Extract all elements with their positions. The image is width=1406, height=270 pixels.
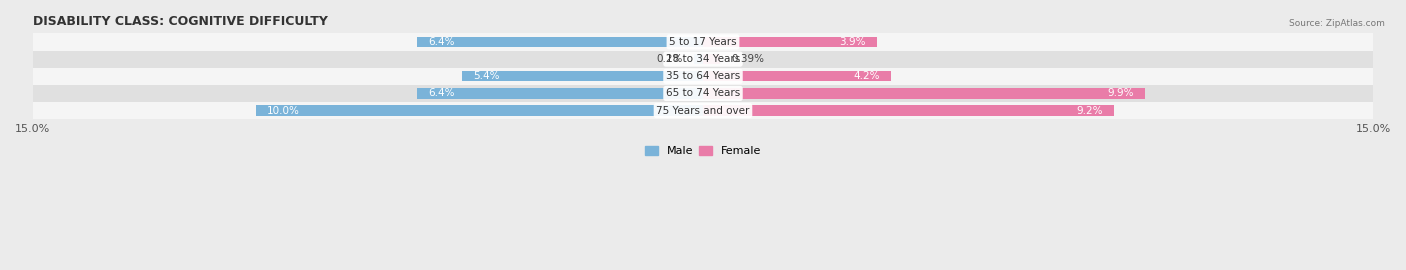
Text: 9.2%: 9.2% (1077, 106, 1102, 116)
Text: DISABILITY CLASS: COGNITIVE DIFFICULTY: DISABILITY CLASS: COGNITIVE DIFFICULTY (32, 15, 328, 28)
Bar (703, 37, 877, 47)
Text: 6.4%: 6.4% (429, 37, 454, 47)
Text: 5.4%: 5.4% (472, 71, 499, 81)
Bar (703, 54, 720, 64)
Bar (703, 71, 891, 82)
Bar (32, 102, 1374, 119)
Text: 9.9%: 9.9% (1108, 89, 1135, 99)
Text: 0.39%: 0.39% (731, 54, 765, 64)
Text: 75 Years and over: 75 Years and over (657, 106, 749, 116)
Bar (418, 37, 703, 47)
Text: 10.0%: 10.0% (267, 106, 299, 116)
Bar (32, 85, 1374, 102)
Bar (256, 106, 703, 116)
Text: 18 to 34 Years: 18 to 34 Years (666, 54, 740, 64)
Bar (32, 33, 1374, 50)
Text: 35 to 64 Years: 35 to 64 Years (666, 71, 740, 81)
Text: 0.2%: 0.2% (657, 54, 683, 64)
Bar (32, 50, 1374, 68)
Bar (695, 54, 703, 64)
Text: 65 to 74 Years: 65 to 74 Years (666, 89, 740, 99)
Text: 6.4%: 6.4% (429, 89, 454, 99)
Bar (703, 106, 1114, 116)
Bar (461, 71, 703, 82)
Text: Source: ZipAtlas.com: Source: ZipAtlas.com (1289, 19, 1385, 28)
Legend: Male, Female: Male, Female (640, 141, 766, 161)
Text: 4.2%: 4.2% (853, 71, 880, 81)
Bar (703, 88, 1146, 99)
Text: 3.9%: 3.9% (839, 37, 866, 47)
Bar (418, 88, 703, 99)
Text: 5 to 17 Years: 5 to 17 Years (669, 37, 737, 47)
Bar (32, 68, 1374, 85)
